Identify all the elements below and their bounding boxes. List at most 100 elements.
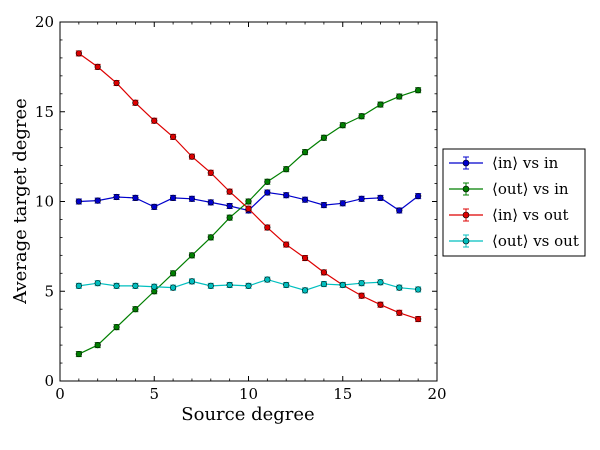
data-point	[226, 214, 233, 221]
data-point	[396, 284, 403, 291]
data-point	[245, 282, 252, 289]
data-point	[113, 193, 120, 201]
data-point	[245, 198, 252, 205]
data-point	[132, 282, 139, 289]
data-point	[264, 224, 271, 231]
data-point	[301, 149, 309, 156]
data-point	[339, 122, 346, 129]
data-point	[396, 93, 403, 100]
data-point	[377, 301, 384, 308]
legend-label: ⟨out⟩ vs out	[492, 232, 579, 250]
data-point	[301, 254, 309, 262]
x-axis-label: Source degree	[181, 404, 314, 425]
data-point	[245, 205, 252, 212]
y-tick-label: 5	[44, 282, 54, 300]
legend-marker	[462, 159, 470, 167]
data-point	[75, 350, 82, 358]
data-point	[396, 309, 403, 316]
y-tick-label: 15	[35, 103, 54, 121]
data-point	[94, 197, 101, 204]
data-point	[339, 200, 346, 207]
y-axis-label: Average target degree	[10, 98, 31, 305]
data-point	[94, 63, 101, 70]
data-point	[188, 153, 196, 160]
data-point	[415, 87, 422, 94]
y-tick-label: 0	[44, 372, 54, 390]
x-tick-label: 5	[149, 385, 159, 403]
data-point	[132, 306, 139, 313]
data-point	[396, 207, 403, 214]
data-point	[301, 196, 309, 203]
y-tick-label: 20	[35, 13, 54, 31]
data-point	[320, 280, 328, 288]
data-point	[207, 199, 214, 206]
data-point	[339, 281, 346, 289]
legend-marker	[462, 185, 470, 193]
legend-entry: ⟨out⟩ vs out	[449, 232, 579, 250]
x-tick-label: 10	[239, 385, 258, 403]
data-point	[377, 279, 384, 286]
series-1	[75, 87, 422, 358]
legend-entry: ⟨out⟩ vs in	[449, 180, 569, 198]
legend-label: ⟨in⟩ vs out	[492, 206, 569, 224]
legend-marker	[462, 237, 470, 245]
data-point	[94, 280, 101, 287]
data-point	[75, 198, 82, 205]
data-point	[320, 134, 328, 141]
data-point	[170, 194, 177, 202]
data-point	[113, 282, 120, 289]
data-point	[94, 342, 101, 349]
data-point	[283, 281, 290, 289]
data-point	[358, 113, 365, 120]
data-point	[283, 241, 290, 248]
data-point	[415, 286, 422, 293]
data-point	[132, 194, 139, 202]
series-line	[78, 52, 419, 320]
data-point	[113, 79, 120, 87]
data-point	[188, 252, 196, 259]
legend: ⟨in⟩ vs in ⟨out⟩ vs in ⟨in⟩ vs out ⟨out⟩ vs…	[442, 148, 586, 257]
series-0	[75, 189, 422, 214]
data-point	[320, 269, 328, 276]
data-point	[75, 282, 82, 289]
data-point	[170, 133, 177, 140]
data-point	[207, 282, 214, 289]
y-tick-label: 10	[35, 193, 54, 211]
series-line	[78, 89, 419, 355]
data-point	[358, 195, 365, 202]
axes: 0 5 10 15 20 0 5 10 15 20	[35, 13, 447, 403]
data-point	[170, 284, 177, 291]
data-point	[151, 117, 158, 124]
data-point	[188, 195, 196, 202]
legend-entry: ⟨in⟩ vs out	[449, 206, 569, 224]
data-point	[264, 178, 271, 185]
data-point	[188, 278, 196, 285]
legend-entry: ⟨in⟩ vs in	[449, 154, 559, 172]
plot-area	[75, 50, 422, 358]
data-point	[151, 203, 158, 210]
data-point	[226, 188, 233, 195]
legend-label: ⟨out⟩ vs in	[492, 180, 569, 198]
data-point	[151, 283, 158, 290]
x-tick-label: 20	[427, 385, 446, 403]
data-point	[377, 101, 384, 108]
data-point	[301, 287, 309, 294]
x-tick-label: 15	[333, 385, 352, 403]
x-tick-label: 0	[55, 385, 65, 403]
data-point	[415, 315, 422, 323]
series-3	[75, 276, 422, 294]
data-point	[226, 281, 233, 289]
data-point	[415, 193, 422, 200]
data-point	[377, 194, 384, 202]
data-point	[264, 189, 271, 196]
legend-marker	[462, 211, 470, 219]
data-point	[207, 234, 214, 241]
data-point	[226, 202, 233, 210]
data-point	[358, 292, 365, 299]
data-point	[75, 50, 82, 57]
series-2	[75, 50, 422, 323]
data-point	[320, 201, 328, 209]
data-point	[132, 99, 139, 106]
data-point	[358, 280, 365, 287]
